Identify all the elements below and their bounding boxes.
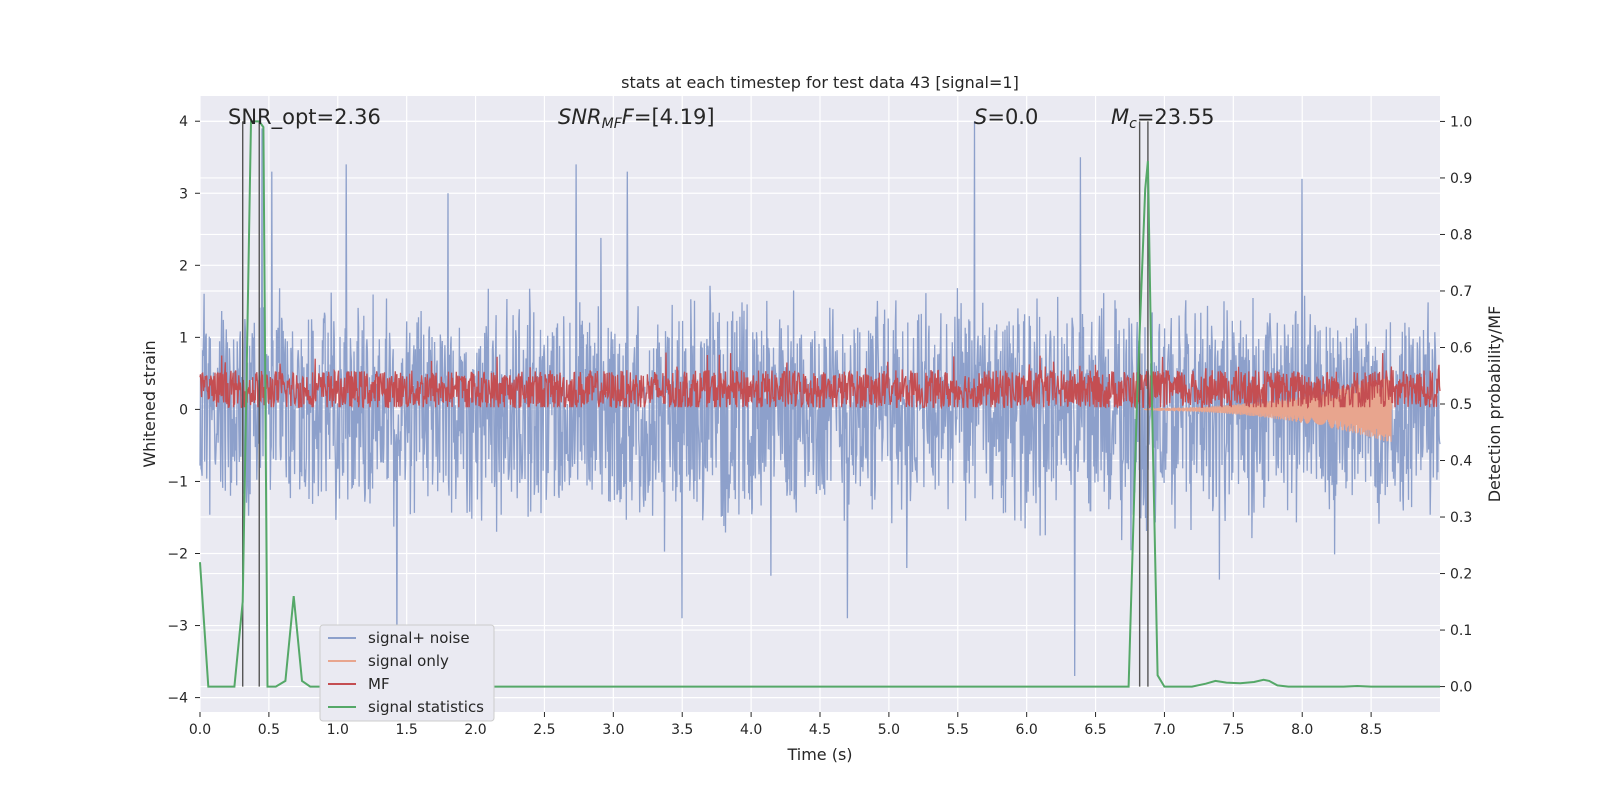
x-tick-label: 6.5 bbox=[1084, 722, 1106, 738]
x-tick-label: 0.5 bbox=[258, 722, 280, 738]
legend: signal+ noise signal only MF signal stat… bbox=[319, 624, 495, 722]
y2-tick-label: 0.7 bbox=[1450, 284, 1472, 300]
legend-label-signal-noise: signal+ noise bbox=[368, 629, 470, 647]
x-tick-label: 4.5 bbox=[809, 722, 831, 738]
series-mf bbox=[199, 352, 1441, 410]
y2-tick-label: 0.6 bbox=[1450, 340, 1472, 356]
series-line-signal-statistics bbox=[199, 120, 1440, 688]
y2-tick-label: 0.9 bbox=[1450, 171, 1472, 187]
y2-tick-label: 0.2 bbox=[1450, 567, 1472, 583]
annotation-snr-mf-base: SNR bbox=[558, 105, 602, 129]
legend-label-signal-only: signal only bbox=[368, 652, 449, 670]
x-axis-label: Time (s) bbox=[786, 745, 852, 764]
annotation-snr-mf-value: =[4.19] bbox=[634, 105, 715, 129]
x-tick-label: 8.0 bbox=[1291, 722, 1313, 738]
y-tick-label: 3 bbox=[179, 186, 188, 202]
y2-tick-label: 0.0 bbox=[1450, 680, 1472, 696]
y-tick-label: −3 bbox=[167, 619, 188, 635]
series-signal-only bbox=[1143, 375, 1393, 442]
annotation-snr-mf-f: F bbox=[622, 105, 635, 129]
annotation-mc-sub: c bbox=[1129, 116, 1137, 132]
x-tick-label: 8.5 bbox=[1360, 722, 1382, 738]
y-tick-label: 4 bbox=[179, 114, 188, 130]
ticks: 0.0 0.5 1.0 1.5 2.0 2.5 3.0 3.5 4.0 4.5 5.0 5.5 6.0 6… bbox=[167, 114, 1472, 738]
y2-tick-label: 0.8 bbox=[1450, 227, 1472, 243]
y2-tick-label: 0.3 bbox=[1450, 510, 1472, 526]
x-tick-label: 2.0 bbox=[464, 722, 486, 738]
legend-box bbox=[319, 624, 495, 722]
annotation-mc-value: =23.55 bbox=[1137, 105, 1215, 129]
annotation-mc: Mc=23.55 bbox=[1111, 105, 1215, 132]
y2-tick-label: 0.5 bbox=[1450, 397, 1472, 413]
x-tick-label: 6.0 bbox=[1016, 722, 1038, 738]
annotation-snr-mf: SNRMFF=[4.19] bbox=[558, 105, 715, 132]
series-line-signal-only bbox=[1143, 375, 1393, 442]
annotation-snr-mf-sub: MF bbox=[602, 116, 623, 132]
x-tick-label: 3.0 bbox=[602, 722, 624, 738]
y-tick-label: −4 bbox=[167, 691, 188, 707]
x-tick-label: 3.5 bbox=[671, 722, 693, 738]
y2-tick-label: 0.1 bbox=[1450, 623, 1472, 639]
annotation-s-symbol: S bbox=[974, 105, 987, 129]
y-tick-label: −2 bbox=[167, 546, 188, 562]
annotation-s: S=0.0 bbox=[974, 105, 1038, 129]
y-tick-label: 2 bbox=[179, 258, 188, 274]
x-tick-label: 2.5 bbox=[533, 722, 555, 738]
y-tick-label: 0 bbox=[179, 402, 188, 418]
chart-title: stats at each timestep for test data 43 … bbox=[621, 73, 1019, 92]
annotation-snr-opt: SNR_opt=2.36 bbox=[228, 105, 381, 130]
y-tick-label: 1 bbox=[179, 330, 188, 346]
x-tick-label: 5.5 bbox=[947, 722, 969, 738]
annotation-s-value: =0.0 bbox=[987, 105, 1038, 129]
series-signal-statistics bbox=[199, 120, 1440, 688]
annotation-mc-symbol: M bbox=[1111, 105, 1129, 129]
series-line-mf bbox=[199, 352, 1441, 410]
x-tick-label: 4.0 bbox=[740, 722, 762, 738]
legend-label-signal-statistics: signal statistics bbox=[368, 698, 484, 716]
y2-axis-label: Detection probability/MF bbox=[1485, 306, 1504, 503]
x-tick-label: 5.0 bbox=[878, 722, 900, 738]
y-tick-label: −1 bbox=[167, 474, 188, 490]
x-tick-label: 1.5 bbox=[396, 722, 418, 738]
x-tick-label: 7.0 bbox=[1153, 722, 1175, 738]
y-axis-label: Whitened strain bbox=[140, 340, 159, 467]
y2-tick-label: 1.0 bbox=[1450, 114, 1472, 130]
legend-label-mf: MF bbox=[368, 675, 390, 693]
y2-tick-label: 0.4 bbox=[1450, 454, 1472, 470]
x-tick-label: 0.0 bbox=[189, 722, 211, 738]
x-tick-label: 7.5 bbox=[1222, 722, 1244, 738]
x-tick-label: 1.0 bbox=[327, 722, 349, 738]
